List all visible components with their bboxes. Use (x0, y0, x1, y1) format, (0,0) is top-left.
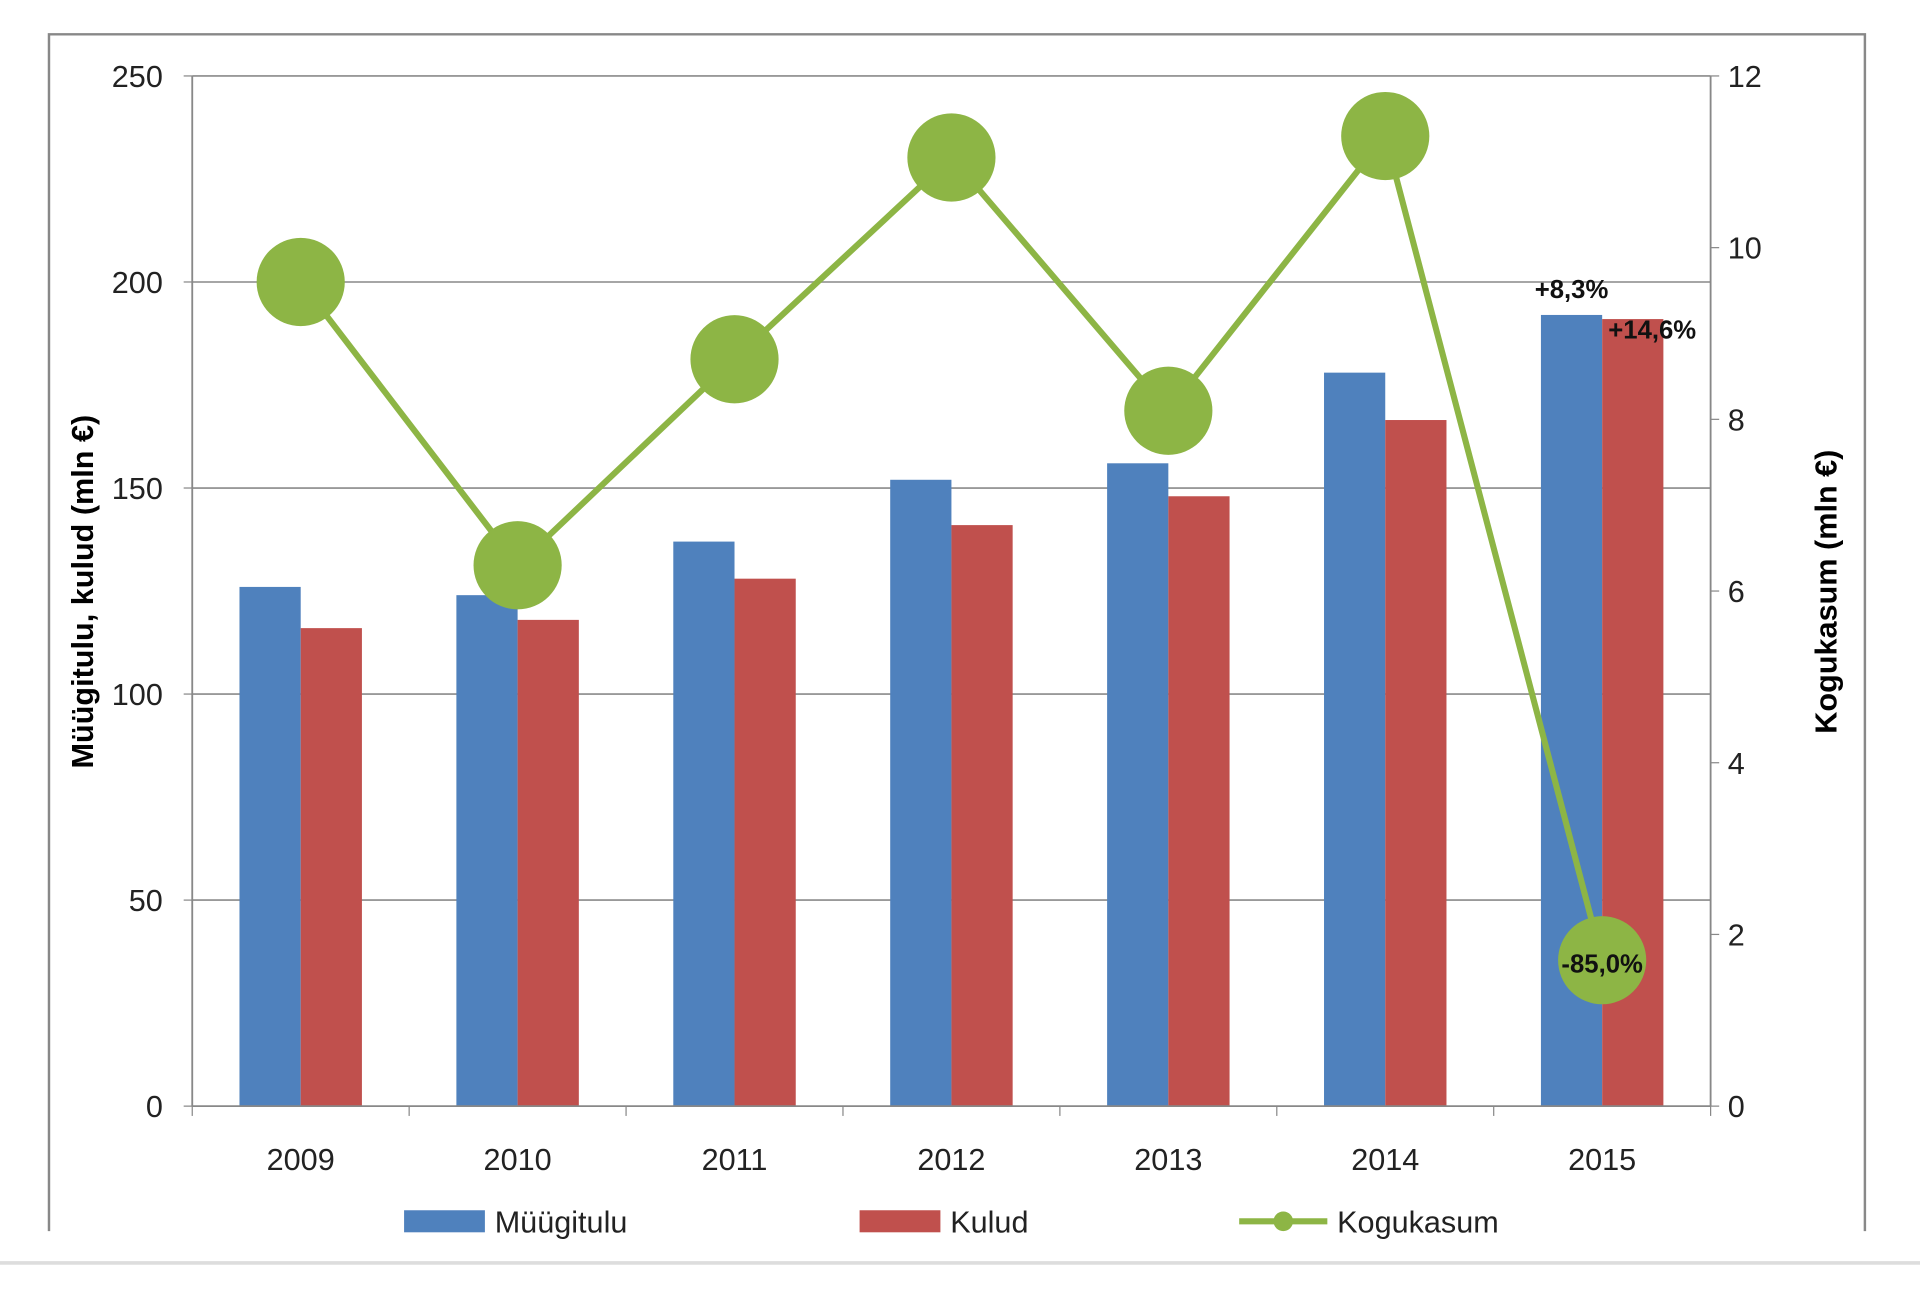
y-tick-label: 0 (146, 1090, 163, 1124)
x-tick-label: 2010 (484, 1143, 552, 1177)
muugitulu-bar (1324, 372, 1386, 1107)
legend-label: Müügitulu (495, 1205, 628, 1239)
muugitulu-bar (239, 586, 301, 1107)
y2-axis-title: Kogukasum (mln €) (1810, 450, 1844, 734)
kulud-bar (734, 578, 796, 1107)
kogukasum-marker (473, 521, 562, 610)
kulud-bar (1385, 420, 1447, 1107)
kogukasum-marker (690, 315, 779, 404)
legend-item: Kulud (859, 1205, 1028, 1239)
legend-label: Kogukasum (1337, 1205, 1499, 1239)
legend-swatch (859, 1210, 941, 1233)
kulud-bar (517, 619, 579, 1107)
y2-tick-label: 6 (1728, 575, 1745, 609)
muugitulu-bar (456, 595, 518, 1107)
data-label: +8,3% (1535, 276, 1609, 304)
x-tick-label: 2011 (702, 1143, 768, 1177)
y-tick-label: 250 (112, 60, 163, 94)
y2-tick-label: 0 (1728, 1090, 1745, 1124)
kogukasum-marker (907, 113, 996, 202)
kogukasum-marker (1558, 916, 1647, 1005)
x-tick-label: 2015 (1568, 1143, 1636, 1177)
kogukasum-marker (256, 237, 345, 327)
kulud-bar (300, 628, 362, 1107)
muugitulu-bar (673, 541, 735, 1107)
y-tick-label: 200 (112, 266, 163, 300)
y2-tick-label: 10 (1728, 232, 1762, 266)
data-label: +14,6% (1608, 317, 1696, 345)
chart-frame (47, 33, 1867, 1232)
legend-marker (1273, 1211, 1294, 1232)
legend-label: Kulud (950, 1205, 1028, 1239)
legend-item: Kogukasum (1239, 1205, 1499, 1239)
x-tick-label: 2012 (917, 1143, 985, 1177)
muugitulu-bar (890, 479, 952, 1107)
muugitulu-bar (1107, 463, 1169, 1107)
y-tick-label: 100 (112, 678, 163, 712)
kogukasum-marker (1124, 366, 1213, 455)
y2-tick-label: 12 (1728, 60, 1762, 94)
x-tick-label: 2009 (267, 1143, 335, 1177)
y2-tick-label: 8 (1728, 403, 1745, 437)
x-tick-label: 2013 (1134, 1143, 1202, 1177)
legend-item: Müügitulu (404, 1205, 627, 1239)
y2-tick-label: 4 (1728, 747, 1745, 781)
y-tick-label: 150 (112, 472, 163, 506)
y-tick-label: 50 (129, 884, 163, 918)
data-label: -85,0% (1561, 950, 1643, 978)
y2-tick-label: 2 (1728, 918, 1745, 952)
x-tick-label: 2014 (1351, 1143, 1419, 1177)
kulud-bar (1168, 496, 1230, 1107)
kulud-bar (951, 525, 1013, 1107)
kogukasum-marker (1341, 91, 1430, 181)
y-axis-title: Müügitulu, kulud (mln €) (66, 415, 100, 769)
legend-swatch (404, 1210, 485, 1233)
